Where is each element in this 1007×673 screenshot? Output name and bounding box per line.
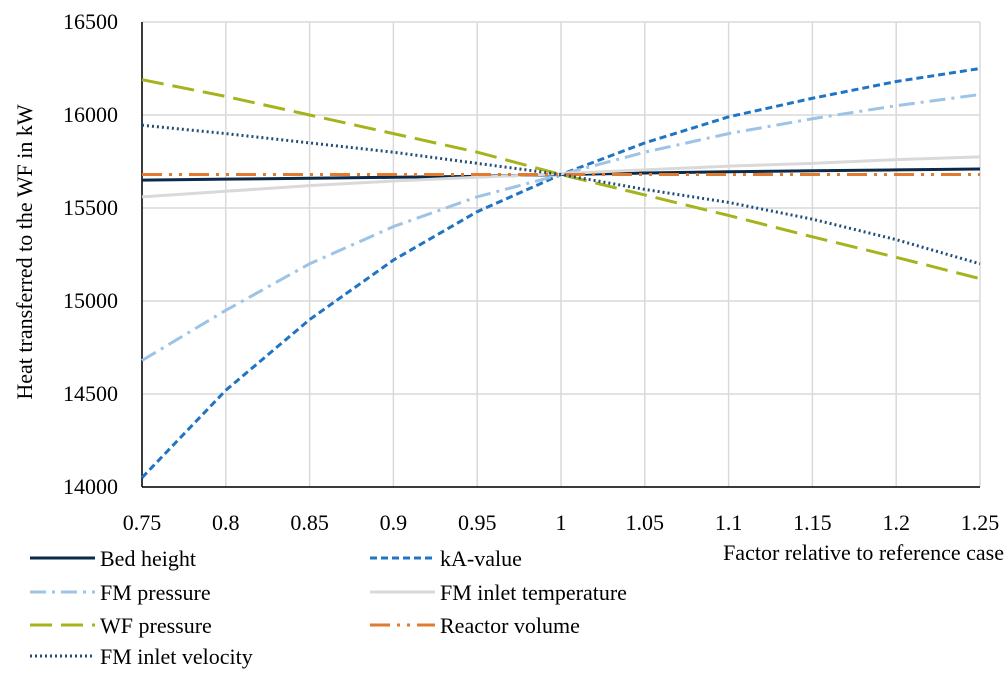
y-axis-label: Heat transferred to the WF in kW <box>12 104 37 400</box>
x-tick-label: 1.05 <box>626 510 665 535</box>
series-line-fm-inlet-velocity <box>141 123 981 266</box>
y-tick-label: 14000 <box>63 474 118 499</box>
y-tick-label: 14500 <box>63 381 118 406</box>
y-tick-label: 16000 <box>63 102 118 127</box>
legend: Bed height kA-value FM pressure FM inlet te… <box>30 546 627 669</box>
x-tick-label: 0.95 <box>458 510 497 535</box>
x-tick-label: 1.15 <box>793 510 832 535</box>
legend-label-fm-inlet-temperature: FM inlet temperature <box>440 580 627 605</box>
y-tick-label: 15500 <box>63 195 118 220</box>
x-tick-label: 1.25 <box>961 510 1000 535</box>
x-tick-label: 0.9 <box>380 510 408 535</box>
y-tick-labels: 14000 14500 15000 15500 16000 16500 <box>63 9 118 499</box>
x-tick-label: 1.2 <box>882 510 910 535</box>
x-tick-label: 1.1 <box>715 510 743 535</box>
x-tick-label: 1 <box>556 510 567 535</box>
legend-label-bed-height: Bed height <box>100 546 196 571</box>
legend-label-reactor-volume: Reactor volume <box>440 613 580 638</box>
series-line-fm-pressure <box>141 93 981 362</box>
grid <box>141 21 981 488</box>
y-tick-label: 16500 <box>63 9 118 34</box>
series-lines <box>140 67 981 479</box>
legend-label-fm-inlet-velocity: FM inlet velocity <box>100 644 253 669</box>
x-tick-label: 0.8 <box>212 510 240 535</box>
x-tick-label: 0.85 <box>290 510 329 535</box>
series-line-wf-pressure <box>141 78 981 281</box>
legend-label-fm-pressure: FM pressure <box>100 580 211 605</box>
x-tick-label: 0.75 <box>123 510 162 535</box>
y-tick-label: 15000 <box>63 288 118 313</box>
x-tick-labels: 0.75 0.8 0.85 0.9 0.95 1 1.05 1.1 1.15 1.2 1.25 <box>123 510 1000 535</box>
legend-label-wf-pressure: WF pressure <box>100 613 212 638</box>
x-axis-label: Factor relative to reference case <box>723 540 1004 565</box>
legend-label-ka-value: kA-value <box>440 546 522 571</box>
